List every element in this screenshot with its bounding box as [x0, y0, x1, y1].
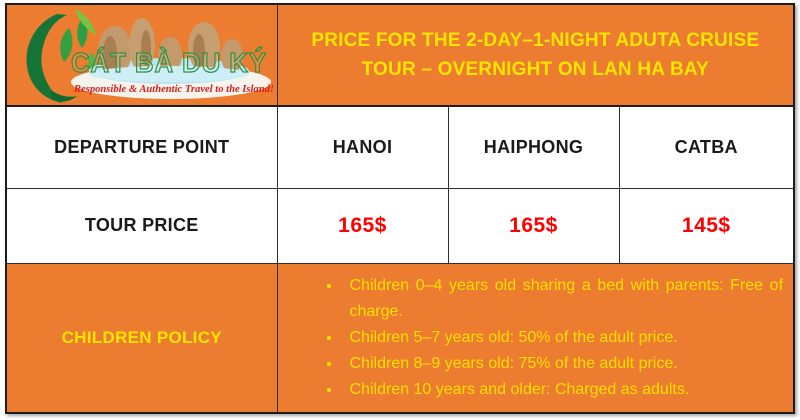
price-haiphong: 165$ [447, 187, 620, 264]
table-title: PRICE FOR THE 2-DAY–1-NIGHT ADUTA CRUISE… [276, 3, 795, 107]
city-catba: CATBA [618, 105, 795, 189]
price-row: TOUR PRICE 165$ 165$ 145$ [5, 187, 795, 264]
children-policy-list: Children 0–4 years old sharing a bed wit… [342, 273, 784, 403]
policy-item: Children 10 years and older: Charged as … [342, 377, 784, 403]
header-row: CÁT BÀ DU KÝ Responsible & Authentic Tra… [5, 3, 795, 107]
departure-row: DEPARTURE POINT HANOI HAIPHONG CATBA [5, 105, 795, 189]
tour-price-label: TOUR PRICE [5, 187, 278, 264]
city-haiphong: HAIPHONG [447, 105, 620, 189]
policy-item: Children 8–9 years old: 75% of the adult… [342, 351, 784, 377]
city-hanoi: HANOI [276, 105, 449, 189]
cat-ba-du-ky-logo: CÁT BÀ DU KÝ Responsible & Authentic Tra… [26, 9, 273, 103]
logo-mountains [97, 18, 243, 76]
children-policy-body: Children 0–4 years old sharing a bed wit… [276, 262, 795, 414]
children-policy-row: CHILDREN POLICY Children 0–4 years old s… [5, 262, 795, 414]
logo-water-highlight [88, 66, 249, 82]
logo-tagline-text: Responsible & Authentic Travel to the Is… [73, 83, 273, 95]
logo-green-splash [26, 9, 96, 103]
departure-point-label: DEPARTURE POINT [5, 105, 278, 189]
policy-item: Children 5–7 years old: 50% of the adult… [342, 325, 784, 351]
price-hanoi: 165$ [276, 187, 449, 264]
logo-cell: CÁT BÀ DU KÝ Responsible & Authentic Tra… [5, 3, 278, 107]
children-policy-label: CHILDREN POLICY [5, 262, 278, 414]
logo-brand-text: CÁT BÀ DU KÝ [71, 47, 267, 78]
price-catba: 145$ [618, 187, 795, 264]
cruise-price-table: CÁT BÀ DU KÝ Responsible & Authentic Tra… [5, 3, 796, 414]
policy-item: Children 0–4 years old sharing a bed wit… [342, 273, 784, 325]
